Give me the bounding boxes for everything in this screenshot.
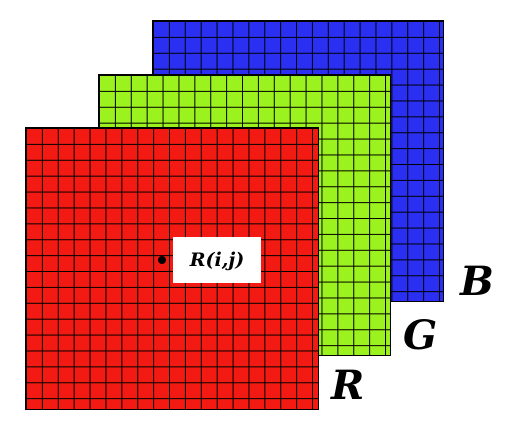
pixel-marker-dot [158,256,166,264]
red-channel-plane [25,127,319,410]
pixel-label: R(i,j) [189,249,245,271]
pixel-label-box: R(i,j) [173,237,261,283]
green-channel-label: G [403,312,438,359]
blue-channel-label: B [460,258,494,305]
red-channel-label: R [331,362,365,409]
